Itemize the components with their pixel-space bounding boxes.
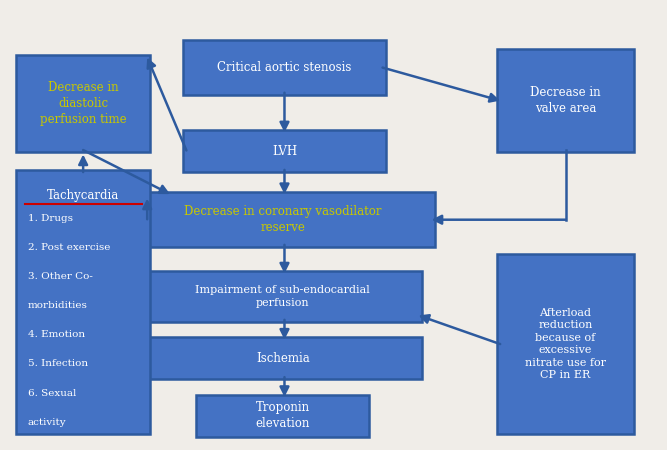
- Text: Decrease in
valve area: Decrease in valve area: [530, 86, 601, 115]
- Text: Decrease in
diastolic
perfusion time: Decrease in diastolic perfusion time: [40, 81, 127, 126]
- Text: LVH: LVH: [272, 144, 297, 158]
- FancyBboxPatch shape: [497, 254, 634, 435]
- FancyBboxPatch shape: [131, 192, 435, 247]
- Text: 6. Sexual: 6. Sexual: [27, 388, 76, 397]
- FancyBboxPatch shape: [196, 395, 370, 436]
- Text: 2. Post exercise: 2. Post exercise: [27, 243, 110, 252]
- Text: Critical aortic stenosis: Critical aortic stenosis: [217, 61, 352, 74]
- Text: Tachycardia: Tachycardia: [47, 189, 119, 202]
- Text: 1. Drugs: 1. Drugs: [27, 214, 73, 223]
- Text: Ischemia: Ischemia: [256, 352, 309, 365]
- FancyBboxPatch shape: [17, 55, 151, 152]
- Text: 4. Emotion: 4. Emotion: [27, 330, 85, 339]
- Text: 5. Infection: 5. Infection: [27, 360, 88, 369]
- FancyBboxPatch shape: [17, 170, 151, 435]
- Text: activity: activity: [27, 418, 66, 427]
- Text: morbidities: morbidities: [27, 301, 87, 310]
- FancyBboxPatch shape: [183, 40, 386, 95]
- Text: Impairment of sub-endocardial
perfusion: Impairment of sub-endocardial perfusion: [195, 285, 370, 308]
- Text: Decrease in coronary vasodilator
reserve: Decrease in coronary vasodilator reserve: [184, 205, 382, 234]
- Text: Troponin
elevation: Troponin elevation: [255, 401, 310, 430]
- FancyBboxPatch shape: [144, 338, 422, 379]
- FancyBboxPatch shape: [183, 130, 386, 172]
- FancyBboxPatch shape: [144, 271, 422, 322]
- FancyBboxPatch shape: [497, 49, 634, 152]
- Text: Afterload
reduction
because of
excessive
nitrate use for
CP in ER: Afterload reduction because of excessive…: [525, 308, 606, 380]
- Text: 3. Other Co-: 3. Other Co-: [27, 272, 93, 281]
